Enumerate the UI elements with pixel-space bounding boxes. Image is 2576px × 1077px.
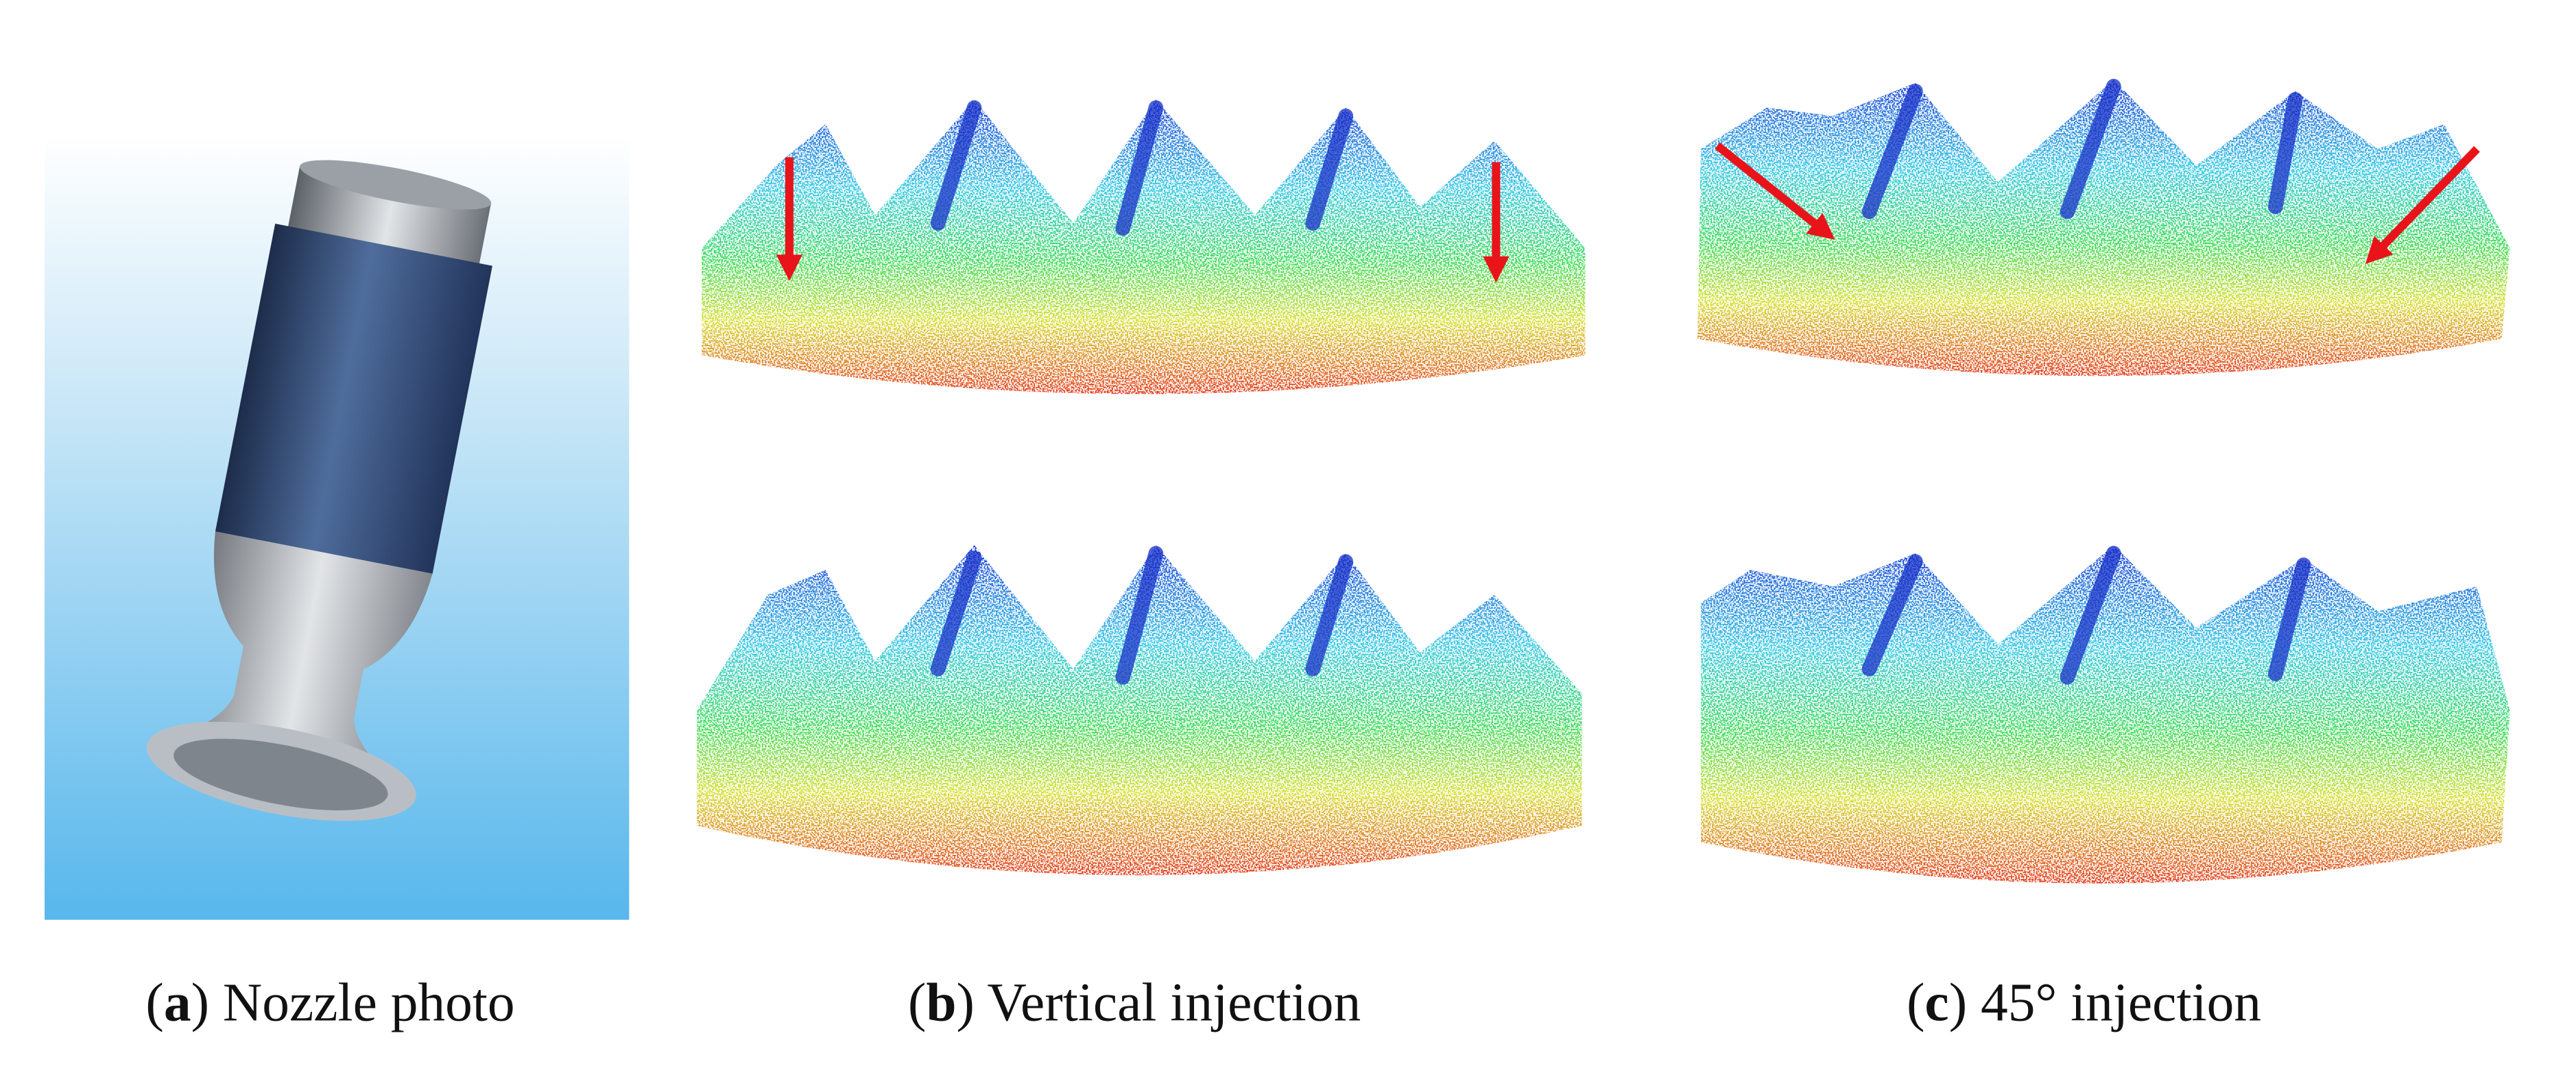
- spray-core: [930, 78, 2311, 685]
- spray-cloud: [697, 80, 2510, 884]
- caption: (a) Nozzle photo: [145, 973, 514, 1033]
- caption: (b) Vertical injection: [908, 973, 1361, 1033]
- nozzle-photo: [45, 136, 630, 920]
- arrow: [776, 142, 2480, 283]
- caption: (c) 45° injection: [1907, 973, 2261, 1033]
